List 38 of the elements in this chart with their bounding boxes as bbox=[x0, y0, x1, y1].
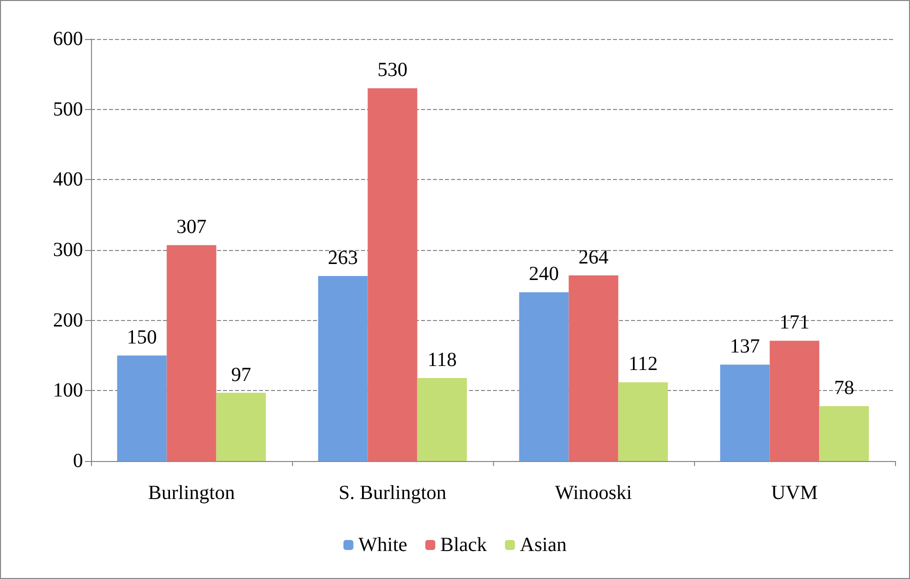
x-tick-label: Winooski bbox=[555, 482, 632, 504]
y-tick-label: 100 bbox=[53, 380, 83, 402]
bar bbox=[618, 382, 668, 461]
y-tick-label: 400 bbox=[53, 168, 83, 191]
bar bbox=[117, 356, 167, 461]
y-tick-label: 600 bbox=[53, 28, 83, 50]
bar bbox=[368, 88, 418, 461]
legend-label: Asian bbox=[520, 534, 567, 556]
data-label: 118 bbox=[427, 349, 457, 372]
data-label: 240 bbox=[528, 263, 559, 286]
bar bbox=[770, 340, 820, 461]
data-label: 171 bbox=[780, 312, 810, 334]
data-label: 263 bbox=[328, 247, 358, 270]
y-tick-label: 200 bbox=[53, 309, 83, 332]
y-tick-label: 0 bbox=[73, 450, 83, 472]
x-tick-label: S. Burlington bbox=[338, 482, 446, 504]
bar bbox=[819, 406, 869, 461]
bar bbox=[720, 364, 770, 461]
bar bbox=[318, 276, 368, 461]
data-label: 78 bbox=[834, 377, 854, 400]
data-label: 307 bbox=[176, 216, 206, 238]
data-label: 530 bbox=[378, 59, 408, 82]
y-tick-label: 300 bbox=[53, 239, 83, 261]
data-label: 97 bbox=[231, 364, 252, 386]
bar bbox=[568, 275, 618, 461]
bar bbox=[417, 378, 467, 461]
x-tick-label: Burlington bbox=[148, 482, 235, 504]
x-tick-label: UVM bbox=[771, 482, 818, 504]
data-label: 137 bbox=[730, 336, 760, 358]
bar bbox=[216, 392, 266, 461]
data-label: 150 bbox=[126, 326, 157, 348]
data-label: 264 bbox=[578, 246, 608, 268]
bar bbox=[519, 292, 569, 461]
legend-label: Black bbox=[440, 534, 487, 556]
y-tick-label: 500 bbox=[53, 98, 83, 120]
data-label: 112 bbox=[628, 353, 658, 376]
bar bbox=[166, 245, 216, 461]
legend-label: White bbox=[358, 534, 408, 556]
